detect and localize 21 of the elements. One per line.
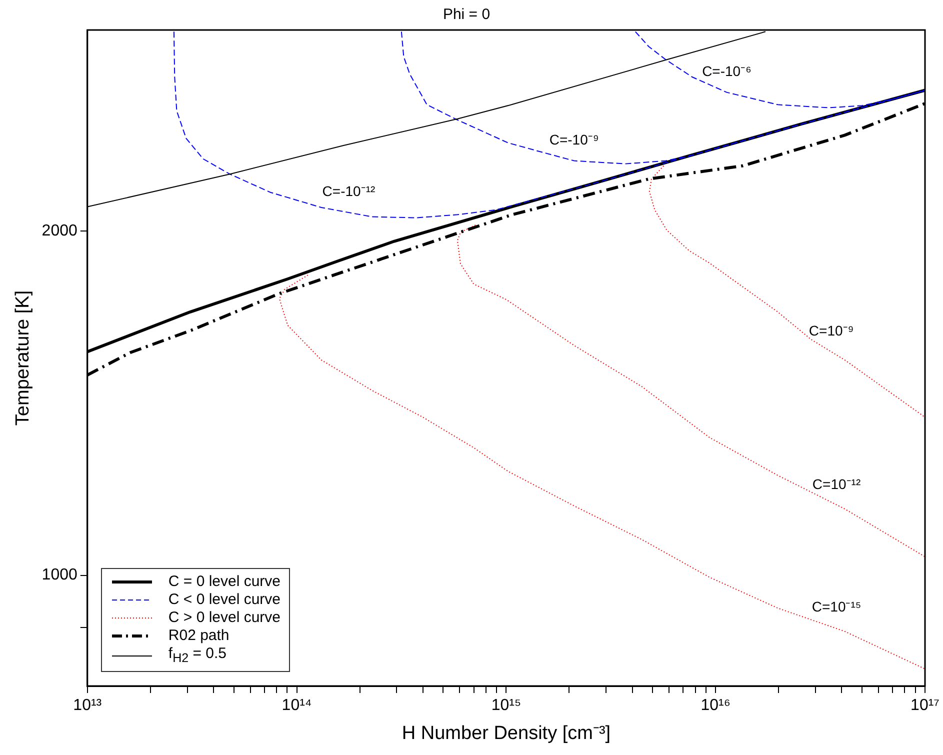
annotation: C=10⁻⁹	[808, 322, 854, 339]
annotation: C=10⁻¹²	[812, 476, 861, 492]
legend-label: R02 path	[168, 627, 230, 645]
annotation: C=-10⁻¹²	[322, 183, 376, 200]
x-tick-label: 10¹⁴	[282, 697, 312, 714]
annotation: C=10⁻¹⁵	[812, 598, 862, 614]
x-tick-label: 10¹⁷	[910, 697, 940, 714]
x-tick-label: 10¹³	[73, 697, 102, 714]
y-axis-title: Temperature [K]	[12, 290, 34, 426]
legend-label: C > 0 level curve	[168, 609, 281, 627]
chart-title: Phi = 0	[442, 6, 490, 24]
legend-label: C = 0 level curve	[168, 573, 281, 591]
x-axis-title: H Number Density [cm⁻³]	[402, 722, 611, 744]
x-tick-label: 10¹⁶	[700, 697, 730, 714]
legend-label: f$_{H2}$ = 0.5	[168, 645, 226, 667]
y-tick-label: 1000	[42, 566, 78, 584]
y-tick-label: 2000	[42, 222, 78, 240]
legend-label: C < 0 level curve	[168, 591, 281, 609]
annotation: C=-10⁻⁹	[549, 132, 599, 148]
x-tick-label: 10¹⁵	[491, 697, 522, 714]
annotation: C=-10⁻⁶	[702, 63, 752, 80]
